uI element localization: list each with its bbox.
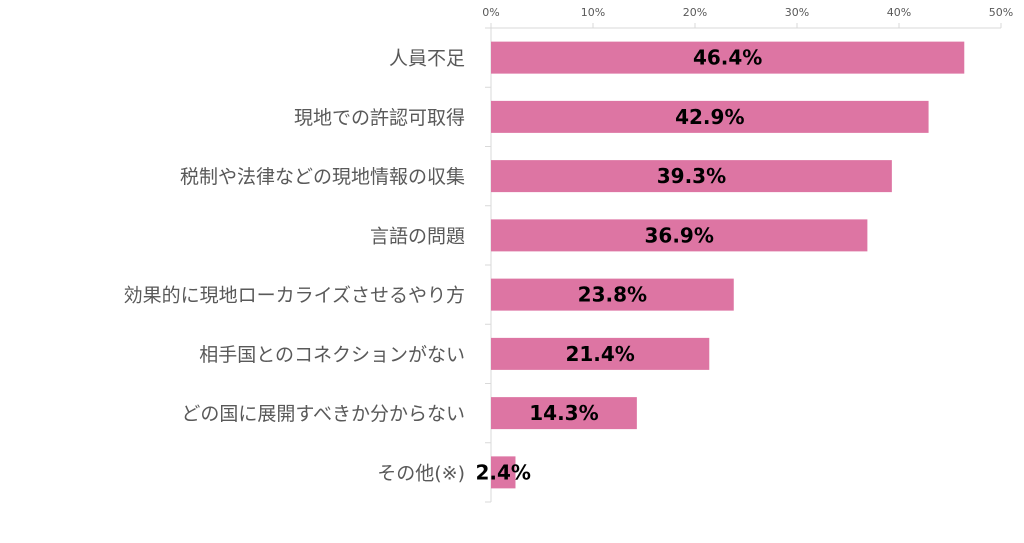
x-tick-label: 20% [683,6,707,19]
category-label: 相手国とのコネクションがない [199,344,465,366]
data-labels: 46.4% 42.9% 39.3% 36.9% 23.8% 21.4% 14.3% 2.4% [476,46,763,485]
x-tick-label: 40% [887,6,911,19]
bar [491,160,892,193]
x-tick-label: 30% [785,6,809,19]
x-tick-label: 10% [581,6,605,19]
data-label: 14.3% [529,401,598,425]
x-axis: 0% 10% 20% 30% 40% 50% [482,6,1013,29]
data-label: 39.3% [657,164,726,188]
category-label: どの国に展開すべきか分からない [181,403,465,425]
data-label: 46.4% [693,46,762,70]
x-tick-label: 50% [989,6,1013,19]
bar [491,41,965,74]
bar [491,456,516,489]
category-label: 言語の問題 [370,225,465,247]
data-label: 42.9% [675,105,744,129]
category-label: 現地での許認可取得 [294,107,465,129]
category-label: 効果的に現地ローカライズさせるやり方 [124,285,465,307]
bar [491,397,637,430]
category-label: 人員不足 [389,48,465,70]
data-label: 21.4% [565,342,634,366]
data-label: 2.4% [476,460,531,484]
data-label: 36.9% [644,223,713,247]
category-label: その他(※) [377,462,465,484]
category-label: 税制や法律などの現地情報の収集 [180,166,465,188]
bars [491,41,965,489]
category-labels: 人員不足現地での許認可取得税制や法律などの現地情報の収集言語の問題効果的に現地ロ… [124,48,465,485]
bar [491,100,929,133]
x-tick-label: 0% [482,6,499,19]
bar [491,219,868,252]
bar [491,278,734,311]
bar [491,337,710,370]
y-axis [485,27,492,503]
data-label: 23.8% [578,283,647,307]
